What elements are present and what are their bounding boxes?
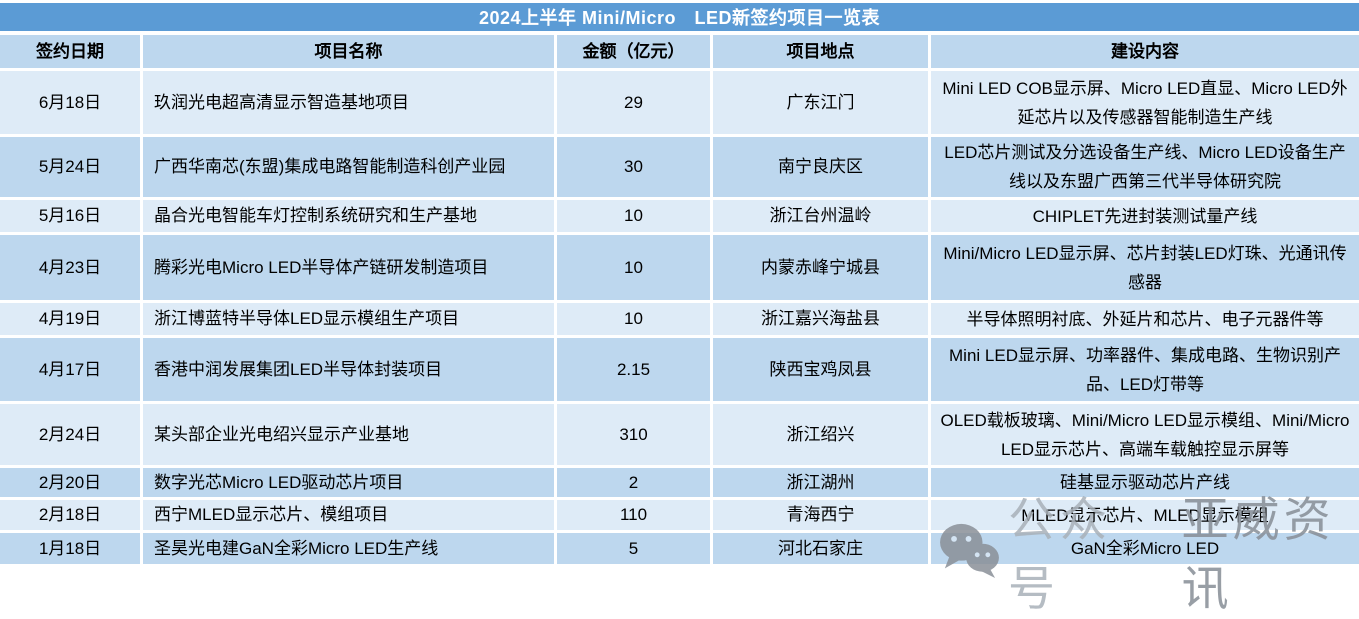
- column-header-name: 项目名称: [143, 35, 554, 68]
- cell-date: 4月23日: [0, 235, 140, 300]
- cell-name: 浙江博蓝特半导体LED显示模组生产项目: [143, 303, 554, 335]
- cell-amount: 110: [557, 500, 710, 530]
- cell-location: 浙江湖州: [713, 468, 928, 497]
- cell-content: Mini LED COB显示屏、Micro LED直显、Micro LED外延芯…: [931, 71, 1359, 134]
- cell-name: 圣昊光电建GaN全彩Micro LED生产线: [143, 533, 554, 564]
- table-page: 2024上半年 Mini/Micro LED新签约项目一览表 签约日期 项目名称…: [0, 3, 1359, 615]
- cell-location: 浙江绍兴: [713, 404, 928, 465]
- cell-location: 青海西宁: [713, 500, 928, 530]
- cell-content: Mini/Micro LED显示屏、芯片封装LED灯珠、光通讯传感器: [931, 235, 1359, 300]
- cell-date: 2月20日: [0, 468, 140, 497]
- cell-content: CHIPLET先进封装测试量产线: [931, 200, 1359, 232]
- cell-date: 1月18日: [0, 533, 140, 564]
- cell-name: 晶合光电智能车灯控制系统研究和生产基地: [143, 200, 554, 232]
- cell-amount: 5: [557, 533, 710, 564]
- cell-date: 2月18日: [0, 500, 140, 530]
- cell-content: LED芯片测试及分选设备生产线、Micro LED设备生产线以及东盟广西第三代半…: [931, 137, 1359, 197]
- cell-amount: 10: [557, 303, 710, 335]
- cell-location: 广东江门: [713, 71, 928, 134]
- column-header-date: 签约日期: [0, 35, 140, 68]
- cell-date: 4月17日: [0, 338, 140, 401]
- cell-date: 6月18日: [0, 71, 140, 134]
- cell-amount: 10: [557, 235, 710, 300]
- cell-name: 香港中润发展集团LED半导体封装项目: [143, 338, 554, 401]
- cell-location: 浙江嘉兴海盐县: [713, 303, 928, 335]
- cell-amount: 2.15: [557, 338, 710, 401]
- cell-name: 腾彩光电Micro LED半导体产链研发制造项目: [143, 235, 554, 300]
- cell-amount: 10: [557, 200, 710, 232]
- cell-content: OLED载板玻璃、Mini/Micro LED显示模组、Mini/Micro L…: [931, 404, 1359, 465]
- cell-amount: 30: [557, 137, 710, 197]
- cell-date: 4月19日: [0, 303, 140, 335]
- cell-content: 硅基显示驱动芯片产线: [931, 468, 1359, 497]
- cell-content: GaN全彩Micro LED: [931, 533, 1359, 564]
- cell-amount: 310: [557, 404, 710, 465]
- cell-name: 某头部企业光电绍兴显示产业基地: [143, 404, 554, 465]
- column-header-content: 建设内容: [931, 35, 1359, 68]
- cell-location: 陕西宝鸡凤县: [713, 338, 928, 401]
- cell-location: 内蒙赤峰宁城县: [713, 235, 928, 300]
- table-title: 2024上半年 Mini/Micro LED新签约项目一览表: [0, 3, 1359, 31]
- cell-content: 半导体照明衬底、外延片和芯片、电子元器件等: [931, 303, 1359, 335]
- cell-content: MLED显示芯片、MLED显示模组: [931, 500, 1359, 530]
- cell-amount: 2: [557, 468, 710, 497]
- cell-name: 数字光芯Micro LED驱动芯片项目: [143, 468, 554, 497]
- cell-location: 河北石家庄: [713, 533, 928, 564]
- cell-name: 广西华南芯(东盟)集成电路智能制造科创产业园: [143, 137, 554, 197]
- cell-location: 南宁良庆区: [713, 137, 928, 197]
- cell-location: 浙江台州温岭: [713, 200, 928, 232]
- cell-date: 5月16日: [0, 200, 140, 232]
- column-header-location: 项目地点: [713, 35, 928, 68]
- cell-date: 2月24日: [0, 404, 140, 465]
- cell-amount: 29: [557, 71, 710, 134]
- cell-date: 5月24日: [0, 137, 140, 197]
- cell-name: 玖润光电超高清显示智造基地项目: [143, 71, 554, 134]
- column-header-amount: 金额（亿元）: [557, 35, 710, 68]
- projects-table: 签约日期 项目名称 金额（亿元） 项目地点 建设内容 6月18日 玖润光电超高清…: [0, 35, 1359, 564]
- cell-content: Mini LED显示屏、功率器件、集成电路、生物识别产品、LED灯带等: [931, 338, 1359, 401]
- cell-name: 西宁MLED显示芯片、模组项目: [143, 500, 554, 530]
